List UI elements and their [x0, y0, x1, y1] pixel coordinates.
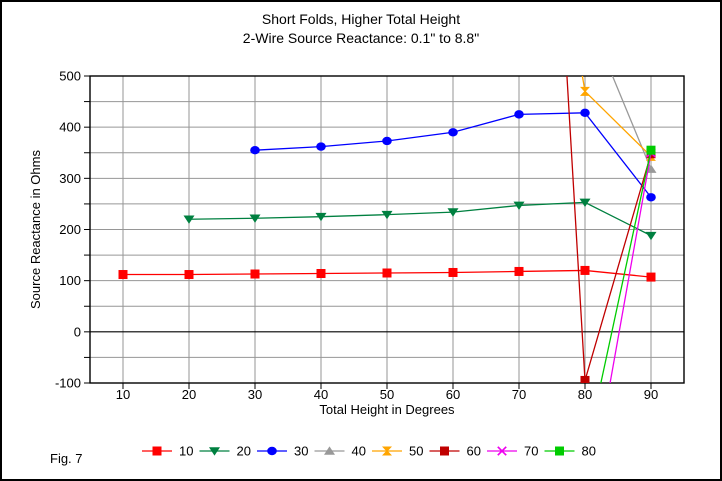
data-point-marker: [250, 145, 260, 155]
y-tick-label: 500: [59, 69, 81, 84]
legend-label: 50: [409, 444, 423, 459]
data-point-marker: [580, 5, 591, 13]
data-point-marker: [249, 214, 261, 223]
data-point-marker: [646, 193, 656, 202]
data-point-marker: [580, 375, 590, 383]
data-point-marker: [580, 108, 590, 118]
y-tick-label: -100: [55, 376, 81, 391]
data-point-marker: [382, 268, 392, 278]
data-point-marker: [646, 272, 656, 282]
data-point-marker: [448, 267, 458, 277]
series-30: [250, 108, 656, 202]
y-tick-label: 100: [59, 273, 81, 288]
y-tick-label: 300: [59, 171, 81, 186]
data-point-marker: [555, 446, 564, 456]
y-tick-label: 200: [59, 222, 81, 237]
legend-item-10: 10: [142, 444, 193, 459]
data-point-marker: [579, 198, 591, 207]
x-axis-title: Total Height in Degrees: [319, 402, 455, 417]
data-point-marker: [316, 142, 326, 151]
legend-label: 40: [352, 444, 366, 459]
legend-item-80: 80: [544, 444, 596, 459]
y-axis-title: Source Reactance in Ohms: [28, 150, 43, 309]
x-tick-label: 40: [314, 387, 328, 402]
x-tick-label: 30: [248, 387, 262, 402]
series-10: [118, 265, 656, 282]
figure-label: Fig. 7: [50, 451, 83, 466]
x-tick-label: 60: [446, 387, 460, 402]
data-point-marker: [324, 446, 335, 455]
data-point-marker: [183, 215, 195, 224]
series-line-20: [188, 201, 652, 237]
data-point-marker: [209, 447, 220, 456]
legend-item-60: 60: [429, 444, 481, 459]
data-point-marker: [580, 86, 590, 96]
data-point-marker: [184, 270, 194, 280]
data-point-marker: [645, 231, 657, 241]
data-point-marker: [315, 212, 327, 222]
y-tick-label: 0: [74, 324, 81, 339]
legend-item-20: 20: [199, 444, 251, 459]
data-point-marker: [118, 270, 128, 280]
data-point-marker: [250, 269, 260, 279]
legend-item-30: 30: [257, 444, 308, 459]
legend-label: 30: [294, 444, 308, 459]
legend-label: 60: [467, 444, 481, 459]
data-point-marker: [152, 446, 162, 456]
data-point-marker: [513, 201, 525, 211]
legend-item-50: 50: [372, 444, 423, 459]
legend-label: 80: [582, 444, 596, 459]
x-tick-label: 80: [578, 387, 592, 402]
series-line-40: [611, 76, 652, 170]
data-point-marker: [646, 145, 656, 155]
title-block: Short Folds, Higher Total Height 2-Wire …: [2, 10, 720, 48]
series-70: [609, 147, 656, 383]
data-point-marker: [447, 208, 459, 217]
series-80: [600, 145, 656, 383]
series-line-80: [600, 150, 652, 383]
data-point-marker: [316, 269, 326, 279]
data-point-marker: [382, 136, 392, 146]
data-point-marker: [382, 446, 392, 456]
data-point-marker: [440, 446, 449, 456]
x-tick-label: 90: [644, 387, 658, 402]
chart-subtitle: 2-Wire Source Reactance: 0.1" to 8.8": [242, 30, 480, 46]
y-tick-label: 400: [59, 120, 81, 135]
legend-label: 10: [179, 444, 193, 459]
data-point-marker: [267, 446, 277, 456]
x-tick-label: 10: [116, 387, 130, 402]
legend-label: 70: [524, 444, 538, 459]
data-point-marker: [514, 110, 524, 119]
x-tick-label: 50: [380, 387, 394, 402]
series-20: [183, 198, 657, 241]
legend-item-40: 40: [314, 444, 366, 459]
data-point-marker: [514, 266, 524, 276]
legend-item-70: 70: [487, 444, 538, 459]
x-tick-label: 70: [512, 387, 526, 402]
data-point-marker: [497, 446, 507, 456]
series-40: [580, 5, 657, 173]
chart-title: Short Folds, Higher Total Height: [261, 11, 461, 27]
data-point-marker: [381, 210, 393, 220]
data-point-marker: [448, 128, 458, 137]
x-tick-label: 20: [182, 387, 196, 402]
series-line-70: [609, 152, 652, 383]
data-point-marker: [580, 265, 590, 275]
legend-label: 20: [237, 444, 251, 459]
